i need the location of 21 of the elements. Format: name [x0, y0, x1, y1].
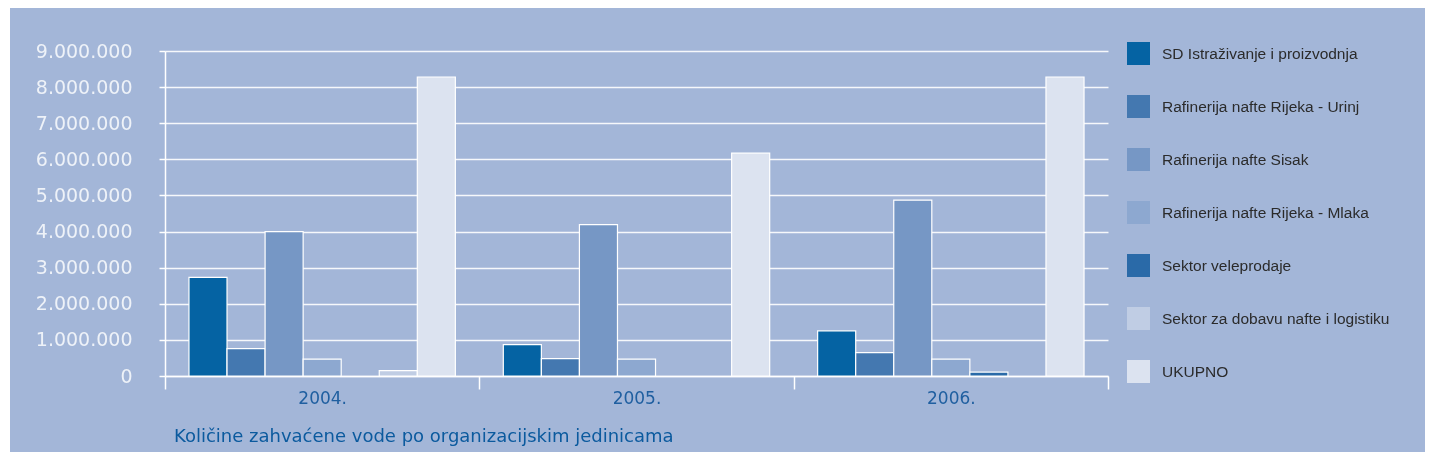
text: Količine zahvaćene vode po organizacijskim jedinicama [174, 425, 674, 446]
y-tick-label: 9.000.000 [35, 39, 133, 62]
legend-label: Rafinerija nafte Rijeka - Mlaka [1162, 203, 1370, 221]
y-tick-label: 3.000.000 [35, 256, 133, 279]
legend-label: Sektor za dobavu nafte i logistiku [1162, 309, 1390, 327]
y-tick-label: 0 [120, 364, 133, 387]
y-tick-label: 6.000.000 [35, 147, 133, 170]
y-tick-label: 2.000.000 [35, 292, 133, 315]
y-tick-label: 7.000.000 [35, 111, 133, 134]
x-tick-label: 2004. [298, 387, 347, 408]
legend-label: SD Istraživanje i proizvodnja [1162, 44, 1358, 62]
legend-label: Sektor veleprodaje [1162, 256, 1292, 274]
x-tick-label: 2005. [612, 387, 662, 408]
legend-label: Rafinerija nafte Sisak [1162, 150, 1309, 168]
y-tick-label: 4.000.000 [35, 220, 133, 243]
y-tick-label: 1.000.000 [35, 328, 133, 351]
y-tick-label: 5.000.000 [35, 183, 133, 206]
legend-label: UKUPNO [1162, 362, 1229, 380]
y-tick-label: 8.000.000 [35, 75, 133, 98]
x-tick-label: 2006. [927, 387, 976, 408]
legend-label: Rafinerija nafte Rijeka - Urinj [1162, 97, 1360, 115]
